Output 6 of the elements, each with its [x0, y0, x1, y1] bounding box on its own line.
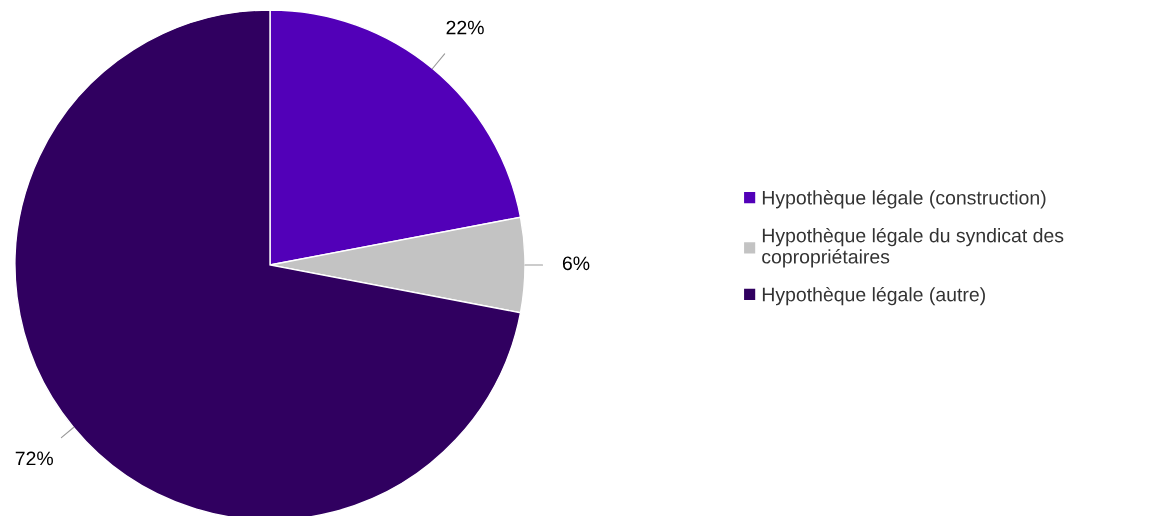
- data-label: 6%: [562, 256, 590, 271]
- legend-label: Hypothèque légale du syndicat des copropriétaires: [762, 227, 1064, 268]
- data-label: 72%: [15, 451, 53, 466]
- data-label: 22%: [446, 20, 484, 35]
- legend-label: Hypothèque légale (construction): [762, 190, 1046, 209]
- legend-label: Hypothèque légale (autre): [762, 286, 985, 306]
